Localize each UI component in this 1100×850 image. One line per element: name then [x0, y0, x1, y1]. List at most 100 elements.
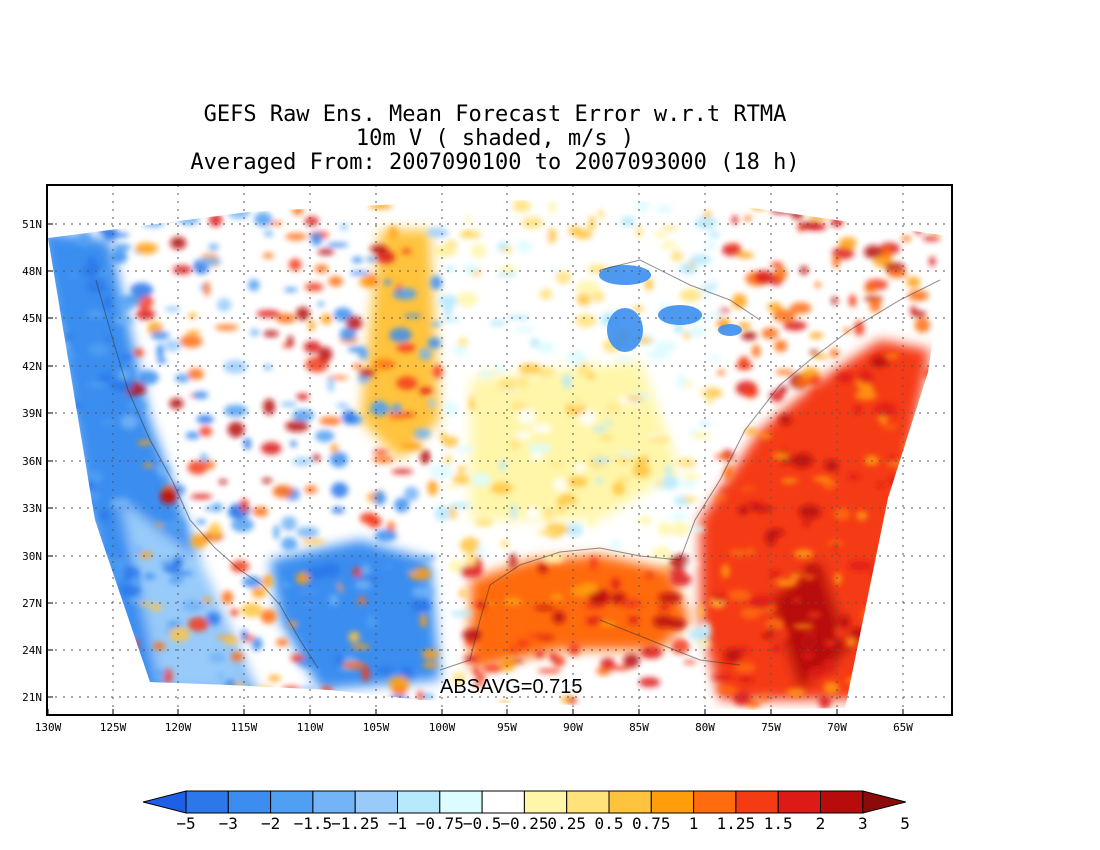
field-cell — [697, 639, 712, 648]
colorbar-tick-label: 3 — [858, 814, 868, 833]
field-cell — [268, 675, 281, 682]
field-cell — [660, 221, 677, 226]
colorbar-tick-label: −0.75 — [416, 814, 464, 833]
great-lakes-negative-region — [607, 308, 643, 352]
field-cell — [751, 200, 767, 211]
field-cell — [128, 598, 142, 604]
field-cell — [537, 341, 555, 354]
field-cell — [684, 561, 700, 567]
field-cell — [208, 243, 219, 252]
field-cell — [834, 572, 842, 585]
field-cell — [915, 462, 939, 478]
field-cell — [68, 257, 88, 270]
field-cell — [346, 315, 363, 331]
field-cell — [327, 376, 335, 393]
field-cell — [679, 288, 702, 302]
field-cell — [620, 216, 636, 227]
field-cell — [928, 425, 937, 441]
field-cell — [860, 664, 879, 681]
field-cell — [710, 311, 724, 318]
field-cell — [120, 414, 139, 430]
field-cell — [287, 335, 294, 348]
field-cell — [252, 506, 269, 517]
field-cell — [156, 464, 171, 477]
field-cell — [311, 454, 321, 462]
field-cell — [452, 344, 468, 356]
field-cell — [897, 502, 917, 509]
field-cell — [196, 519, 207, 525]
field-cell — [667, 569, 687, 576]
lat-tick-label: 27N — [22, 597, 42, 610]
field-cell — [850, 697, 865, 710]
field-cell — [435, 557, 450, 569]
field-cell — [98, 584, 111, 591]
field-cell — [727, 589, 751, 602]
field-cell — [103, 296, 113, 310]
field-cell — [70, 272, 77, 279]
field-cell — [82, 406, 104, 415]
field-cell — [142, 463, 155, 468]
field-cell — [822, 478, 837, 490]
shaded-error-field — [48, 200, 948, 710]
lon-tick-label: 130W — [35, 721, 62, 734]
field-cell — [678, 263, 697, 275]
field-cell — [847, 473, 860, 480]
field-cell — [472, 394, 485, 403]
field-cell — [127, 369, 134, 381]
field-cell — [872, 568, 896, 579]
field-cell — [803, 519, 810, 527]
field-cell — [689, 380, 710, 392]
field-cell — [721, 564, 730, 579]
field-cell — [431, 322, 441, 327]
field-cell — [454, 446, 476, 452]
colorbar-tick-label: −1.5 — [294, 814, 333, 833]
field-cell — [574, 398, 581, 404]
field-cell — [870, 369, 889, 378]
field-cell — [303, 340, 322, 354]
field-cell — [576, 292, 591, 306]
field-cell — [194, 391, 209, 399]
field-cell — [604, 420, 614, 425]
field-cell — [694, 216, 717, 230]
field-cell — [699, 459, 722, 465]
field-cell — [154, 670, 167, 677]
field-cell — [543, 513, 557, 521]
field-cell — [620, 598, 642, 609]
field-cell — [430, 275, 443, 290]
field-cell — [676, 457, 697, 469]
field-cell — [372, 449, 389, 455]
field-cell — [352, 567, 362, 578]
field-cell — [521, 216, 544, 229]
field-cell — [807, 222, 827, 231]
field-cell — [616, 476, 632, 482]
field-cell — [660, 225, 679, 231]
field-cell — [457, 465, 466, 473]
field-cell — [135, 309, 156, 320]
field-cell — [282, 582, 290, 587]
field-cell — [290, 440, 297, 448]
field-cell — [358, 276, 376, 288]
field-cell — [792, 597, 801, 603]
field-cell — [370, 401, 390, 417]
field-cell — [452, 474, 470, 484]
field-cell — [54, 424, 69, 435]
field-cell — [546, 227, 557, 244]
field-cell — [670, 521, 690, 537]
great-lakes-negative-region — [658, 305, 702, 325]
field-cell — [714, 496, 727, 502]
field-cell — [351, 256, 363, 264]
field-cell — [272, 485, 294, 498]
field-cell — [790, 207, 804, 220]
field-cell — [537, 668, 561, 674]
field-cell — [143, 494, 154, 511]
field-cell — [171, 571, 194, 576]
field-cell — [168, 576, 184, 585]
colorbar-tick-label: −2 — [261, 814, 280, 833]
field-cell — [475, 672, 486, 682]
field-cell — [930, 674, 940, 690]
field-cell — [876, 482, 885, 488]
field-cell — [99, 509, 110, 522]
field-cell — [838, 615, 851, 629]
field-cell — [809, 350, 819, 355]
field-cell — [775, 369, 794, 375]
